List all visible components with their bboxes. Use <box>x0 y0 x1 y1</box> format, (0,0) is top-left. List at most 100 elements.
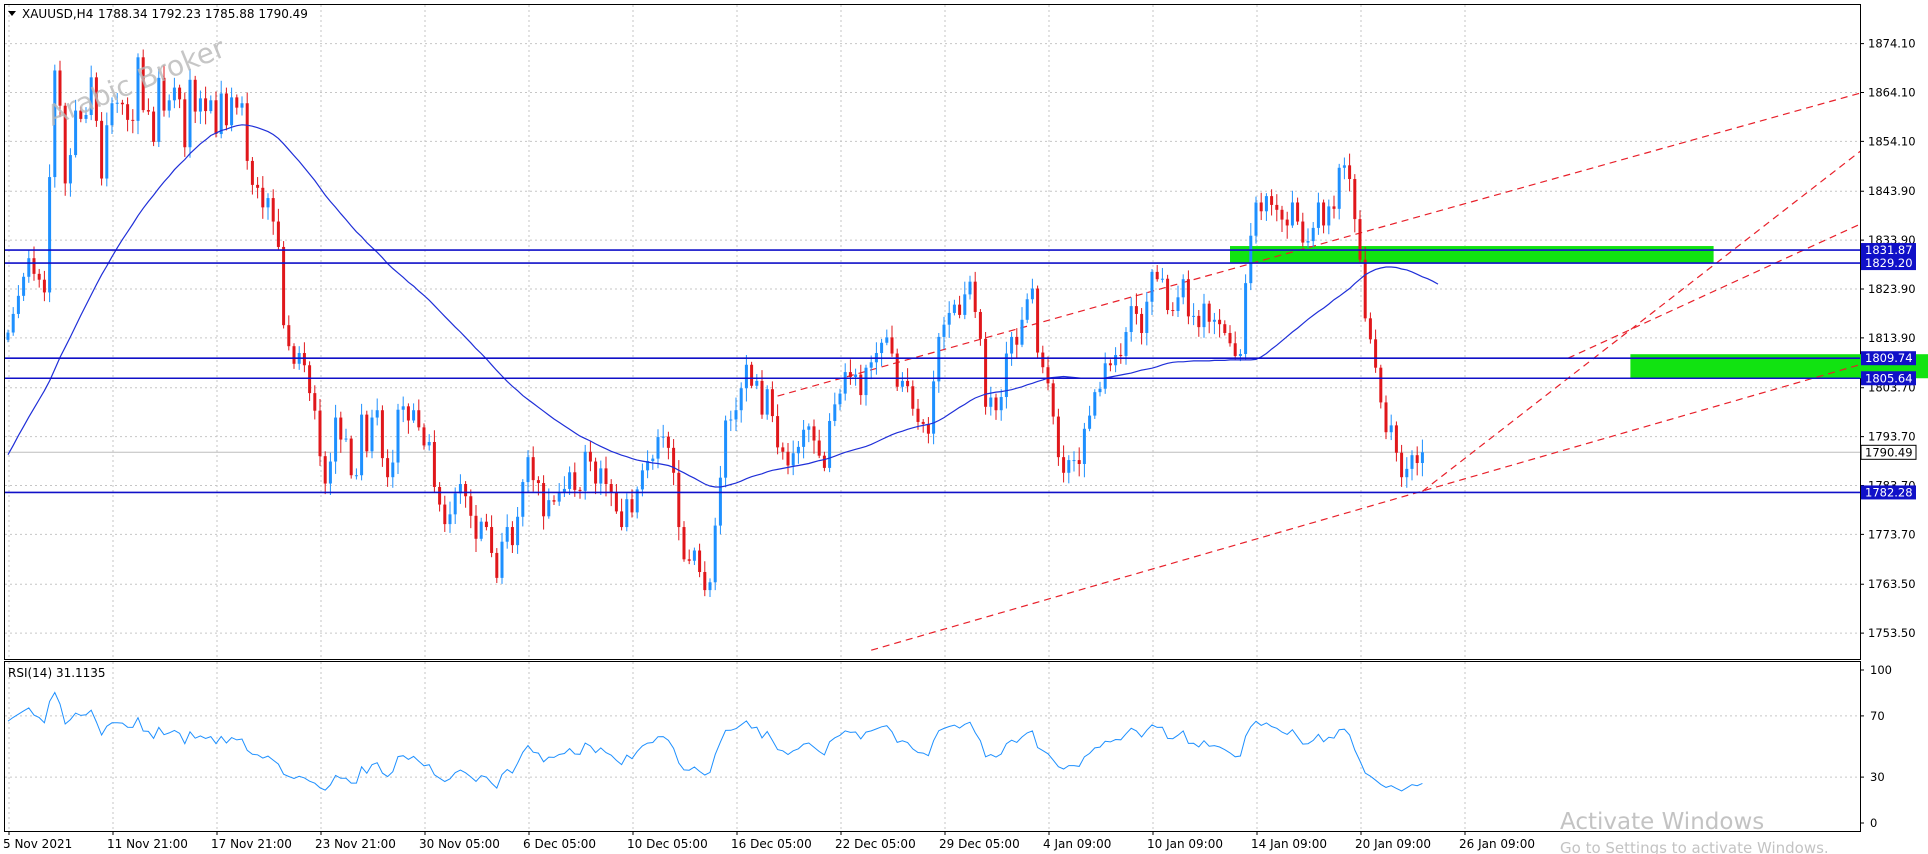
moving-average <box>7 124 1439 488</box>
level-price-label: 1805.64 <box>1865 371 1913 385</box>
time-tick-label: 30 Nov 05:00 <box>419 837 500 851</box>
candle-body <box>1082 428 1086 464</box>
candle-body <box>1379 367 1383 403</box>
candle-body <box>6 332 10 340</box>
candle-body <box>1285 219 1289 226</box>
candle-body <box>308 365 312 394</box>
candle-body <box>1254 202 1258 236</box>
candle-body <box>1155 271 1159 280</box>
candle-body <box>1415 455 1419 464</box>
collapse-triangle-icon[interactable] <box>8 11 16 16</box>
candle-body <box>703 572 707 591</box>
trendlines <box>777 92 1860 651</box>
level-price-tag <box>1861 371 1916 386</box>
candle-body <box>1223 324 1227 333</box>
candle-body <box>999 397 1003 411</box>
candle-body <box>490 527 494 553</box>
candle-body <box>152 111 156 142</box>
candle-body <box>1363 259 1367 319</box>
candle-body <box>27 258 31 277</box>
candle-body <box>880 342 884 354</box>
candle-body <box>323 456 327 484</box>
candle-body <box>94 77 98 121</box>
candle-body <box>942 324 946 337</box>
candle-body <box>245 103 249 161</box>
candle-body <box>1160 278 1164 280</box>
current-price-label: 1790.49 <box>1865 445 1913 459</box>
candle-body <box>890 337 894 354</box>
price-tick-label: 1823.90 <box>1868 282 1916 296</box>
candle-body <box>1290 202 1294 226</box>
candle-body <box>1384 402 1388 433</box>
level-price-tag <box>1861 485 1916 500</box>
candle-body <box>687 559 691 561</box>
candle-body <box>895 353 899 387</box>
candle-body <box>978 311 982 339</box>
candle-body <box>1233 343 1237 356</box>
candle-body <box>1218 319 1222 325</box>
candle-body <box>266 198 270 208</box>
candle-body <box>729 419 733 421</box>
candle-body <box>292 346 296 364</box>
price-tick-label: 1813.90 <box>1868 331 1916 345</box>
activate-windows-title: Activate Windows <box>1560 809 1764 835</box>
time-tick-label: 16 Dec 05:00 <box>731 837 812 851</box>
candle-body <box>183 99 187 148</box>
candle-body <box>734 410 738 420</box>
candle-body <box>1036 288 1040 353</box>
trendline <box>1567 223 1860 359</box>
candle-body <box>531 457 535 481</box>
level-price-label: 1831.87 <box>1865 243 1913 257</box>
candle-body <box>547 500 551 517</box>
candle-body <box>614 492 618 512</box>
candle-body <box>136 57 140 121</box>
time-tick-label: 6 Dec 05:00 <box>523 837 596 851</box>
candle-body <box>958 304 962 315</box>
candle-body <box>162 77 166 111</box>
candle-body <box>666 436 670 448</box>
candle-body <box>672 447 676 473</box>
candle-body <box>500 541 504 578</box>
candle-body <box>906 380 910 387</box>
candle-body <box>375 410 379 418</box>
candle-body <box>521 482 525 517</box>
candle-body <box>646 461 650 471</box>
candle-body <box>573 472 577 490</box>
candle-body <box>22 276 26 296</box>
candle-body <box>219 93 223 135</box>
candle-body <box>1202 303 1206 328</box>
price-tick-label: 1753.50 <box>1868 626 1916 640</box>
candle-body <box>1088 415 1092 429</box>
candles <box>6 49 1424 598</box>
candle-body <box>1108 363 1112 366</box>
candle-body <box>781 447 785 452</box>
candle-body <box>1140 313 1144 333</box>
candle-body <box>334 417 338 462</box>
level-price-label: 1809.74 <box>1865 351 1913 365</box>
candle-body <box>505 527 509 542</box>
candle-body <box>1119 354 1123 356</box>
candle-body <box>932 381 936 434</box>
candle-body <box>100 120 104 179</box>
candle-body <box>484 521 488 528</box>
trendline <box>871 364 1860 651</box>
rsi-axis: 100 70 30 0 <box>1860 663 1892 830</box>
candle-body <box>1301 221 1305 243</box>
candle-body <box>1405 468 1409 478</box>
candle-body <box>224 93 228 126</box>
candle-body <box>609 484 613 493</box>
candle-body <box>401 406 405 410</box>
candle-body <box>1098 388 1102 393</box>
candle-body <box>510 527 514 546</box>
candle-body <box>172 87 176 101</box>
candle-body <box>417 410 421 428</box>
candle-body <box>854 374 858 377</box>
candle-body <box>432 441 436 487</box>
time-tick-label: 14 Jan 09:00 <box>1251 837 1327 851</box>
candle-body <box>578 489 582 491</box>
candle-body <box>68 155 72 184</box>
candle-body <box>1275 204 1279 210</box>
candle-body <box>438 486 442 505</box>
candle-body <box>230 97 234 126</box>
